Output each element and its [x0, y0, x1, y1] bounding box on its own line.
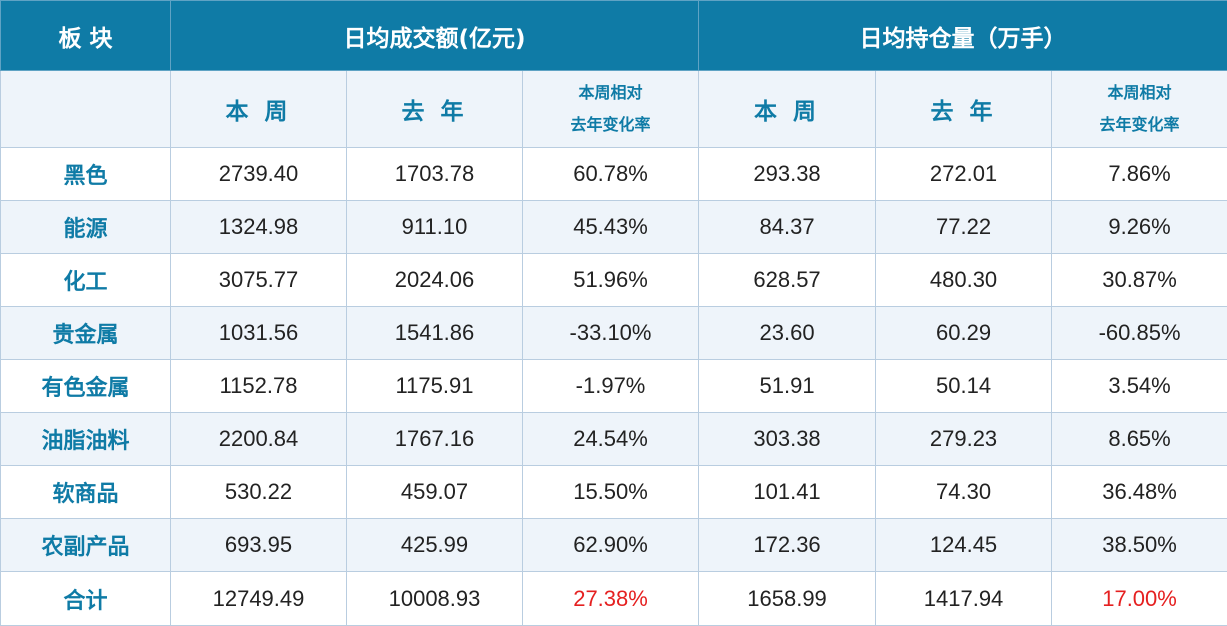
cell-vol-week: 1324.98 [171, 201, 347, 254]
row-category: 有色金属 [1, 360, 171, 413]
cell-vol-week: 530.22 [171, 466, 347, 519]
cell-oi-chg: 3.54% [1052, 360, 1227, 413]
total-vol-week: 12749.49 [171, 572, 347, 626]
cell-oi-week: 293.38 [699, 148, 876, 201]
cell-vol-last: 1767.16 [347, 413, 523, 466]
row-category: 软商品 [1, 466, 171, 519]
header-row-sub: 本 周 去 年 本周相对 去年变化率 本 周 去 年 本周相对 去年变化率 [1, 71, 1227, 148]
cell-oi-week: 628.57 [699, 254, 876, 307]
total-vol-last: 10008.93 [347, 572, 523, 626]
cell-vol-week: 2739.40 [171, 148, 347, 201]
total-oi-chg: 17.00% [1052, 572, 1227, 626]
cell-oi-last: 124.45 [876, 519, 1052, 572]
cell-vol-last: 1703.78 [347, 148, 523, 201]
cell-vol-last: 1175.91 [347, 360, 523, 413]
cell-oi-chg: 30.87% [1052, 254, 1227, 307]
cell-vol-last: 911.10 [347, 201, 523, 254]
row-category: 黑色 [1, 148, 171, 201]
cell-vol-chg: 60.78% [523, 148, 699, 201]
cell-oi-chg: 7.86% [1052, 148, 1227, 201]
row-category: 农副产品 [1, 519, 171, 572]
table-row: 贵金属 1031.56 1541.86 -33.10% 23.60 60.29 … [1, 307, 1227, 360]
header-vol-change: 本周相对 去年变化率 [523, 71, 699, 148]
cell-oi-last: 480.30 [876, 254, 1052, 307]
header-vol-change-line2: 去年变化率 [523, 109, 698, 141]
total-category: 合计 [1, 572, 171, 626]
cell-vol-week: 3075.77 [171, 254, 347, 307]
cell-vol-chg: 15.50% [523, 466, 699, 519]
header-group-volume: 日均成交额(亿元) [171, 1, 699, 71]
row-category: 油脂油料 [1, 413, 171, 466]
cell-oi-last: 60.29 [876, 307, 1052, 360]
cell-oi-week: 51.91 [699, 360, 876, 413]
cell-oi-last: 77.22 [876, 201, 1052, 254]
cell-oi-chg: 9.26% [1052, 201, 1227, 254]
cell-vol-last: 1541.86 [347, 307, 523, 360]
header-row-top: 板 块 日均成交额(亿元) 日均持仓量（万手） [1, 1, 1227, 71]
total-vol-chg: 27.38% [523, 572, 699, 626]
cell-vol-week: 693.95 [171, 519, 347, 572]
cell-vol-last: 2024.06 [347, 254, 523, 307]
cell-oi-week: 303.38 [699, 413, 876, 466]
cell-vol-chg: -33.10% [523, 307, 699, 360]
row-category: 能源 [1, 201, 171, 254]
row-category: 化工 [1, 254, 171, 307]
cell-oi-last: 50.14 [876, 360, 1052, 413]
table-row: 化工 3075.77 2024.06 51.96% 628.57 480.30 … [1, 254, 1227, 307]
header-category: 板 块 [1, 1, 171, 71]
header-oi-this-week: 本 周 [699, 71, 876, 148]
cell-vol-week: 1152.78 [171, 360, 347, 413]
header-oi-change-line2: 去年变化率 [1052, 109, 1227, 141]
cell-vol-chg: 45.43% [523, 201, 699, 254]
header-oi-change: 本周相对 去年变化率 [1052, 71, 1227, 148]
row-category: 贵金属 [1, 307, 171, 360]
cell-oi-chg: -60.85% [1052, 307, 1227, 360]
cell-vol-week: 2200.84 [171, 413, 347, 466]
cell-oi-last: 279.23 [876, 413, 1052, 466]
cell-vol-chg: 24.54% [523, 413, 699, 466]
header-oi-change-line1: 本周相对 [1052, 77, 1227, 109]
cell-oi-week: 172.36 [699, 519, 876, 572]
cell-vol-chg: 51.96% [523, 254, 699, 307]
table-row: 黑色 2739.40 1703.78 60.78% 293.38 272.01 … [1, 148, 1227, 201]
header-vol-change-line1: 本周相对 [523, 77, 698, 109]
cell-oi-week: 23.60 [699, 307, 876, 360]
table-row: 油脂油料 2200.84 1767.16 24.54% 303.38 279.2… [1, 413, 1227, 466]
cell-oi-chg: 8.65% [1052, 413, 1227, 466]
header-empty-cell [1, 71, 171, 148]
total-oi-week: 1658.99 [699, 572, 876, 626]
cell-oi-last: 74.30 [876, 466, 1052, 519]
header-vol-this-week: 本 周 [171, 71, 347, 148]
cell-vol-chg: 62.90% [523, 519, 699, 572]
table-row: 农副产品 693.95 425.99 62.90% 172.36 124.45 … [1, 519, 1227, 572]
cell-oi-last: 272.01 [876, 148, 1052, 201]
cell-vol-chg: -1.97% [523, 360, 699, 413]
cell-oi-week: 101.41 [699, 466, 876, 519]
table-row: 软商品 530.22 459.07 15.50% 101.41 74.30 36… [1, 466, 1227, 519]
header-oi-last-year: 去 年 [876, 71, 1052, 148]
cell-oi-week: 84.37 [699, 201, 876, 254]
cell-oi-chg: 38.50% [1052, 519, 1227, 572]
cell-oi-chg: 36.48% [1052, 466, 1227, 519]
header-vol-last-year: 去 年 [347, 71, 523, 148]
total-row: 合计 12749.49 10008.93 27.38% 1658.99 1417… [1, 572, 1227, 626]
header-group-open-interest: 日均持仓量（万手） [699, 1, 1227, 71]
cell-vol-week: 1031.56 [171, 307, 347, 360]
cell-vol-last: 425.99 [347, 519, 523, 572]
cell-vol-last: 459.07 [347, 466, 523, 519]
total-oi-last: 1417.94 [876, 572, 1052, 626]
table-row: 能源 1324.98 911.10 45.43% 84.37 77.22 9.2… [1, 201, 1227, 254]
table-row: 有色金属 1152.78 1175.91 -1.97% 51.91 50.14 … [1, 360, 1227, 413]
